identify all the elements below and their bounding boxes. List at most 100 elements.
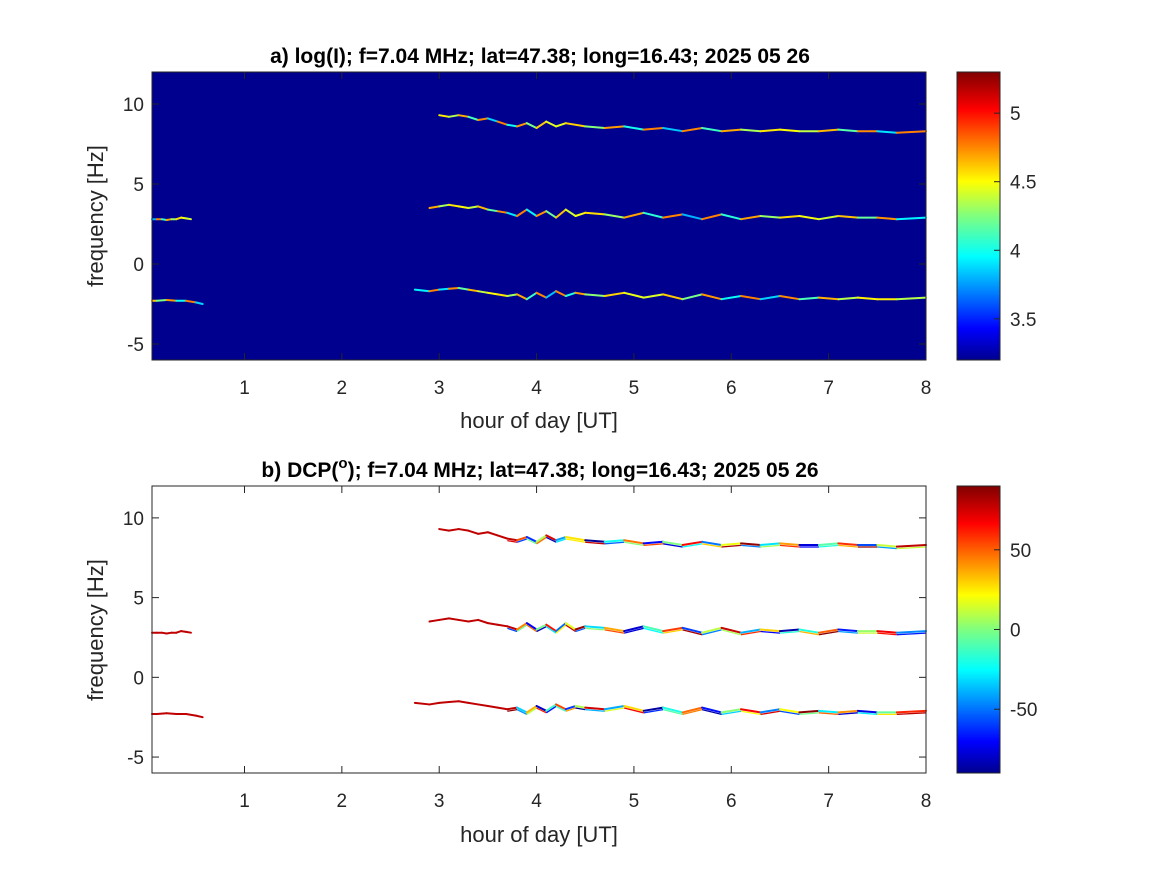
trace-segment bbox=[817, 628, 840, 634]
trace-segment bbox=[545, 120, 558, 128]
trace-segment bbox=[778, 542, 801, 546]
trace-segment bbox=[584, 539, 606, 543]
trace-segment bbox=[155, 299, 168, 302]
trace-segment-alt bbox=[838, 712, 858, 716]
trace-segment-alt bbox=[857, 712, 878, 716]
trace-segment bbox=[798, 709, 820, 714]
trace-segment bbox=[837, 296, 859, 301]
trace-segment bbox=[662, 213, 684, 219]
trace-segment-alt bbox=[701, 543, 722, 548]
trace-segment-alt bbox=[721, 544, 742, 548]
trace-segment bbox=[837, 709, 859, 714]
trace-segment-alt bbox=[624, 627, 644, 634]
panel-a-y-ticks: -5 0 5 10 bbox=[123, 95, 926, 356]
trace-segment bbox=[467, 618, 480, 623]
trace-segment bbox=[467, 529, 480, 535]
trace-segment bbox=[623, 705, 645, 712]
trace-segment-alt bbox=[555, 705, 567, 712]
trace-segment-alt bbox=[565, 624, 576, 633]
trace-segment bbox=[438, 528, 450, 532]
trace-segment bbox=[516, 622, 528, 631]
trace-segment-alt bbox=[545, 705, 557, 714]
trace-segment bbox=[525, 208, 538, 217]
trace-segment bbox=[477, 205, 489, 211]
panel-a-y-axis-label: frequency [Hz] bbox=[83, 145, 108, 287]
trace-segment bbox=[759, 542, 781, 546]
trace-segment bbox=[895, 296, 927, 301]
trace-segment-alt bbox=[526, 624, 537, 633]
trace-segment-alt bbox=[721, 710, 742, 716]
trace-segment bbox=[486, 705, 499, 709]
trace-segment bbox=[740, 708, 762, 714]
trace-segment bbox=[895, 130, 927, 134]
trace-segment bbox=[535, 623, 548, 631]
trace-segment bbox=[535, 705, 548, 712]
trace-segment bbox=[642, 293, 665, 299]
colorbar-tick-label: -50 bbox=[1010, 700, 1037, 721]
trace-segment-alt bbox=[643, 543, 664, 547]
trace-segment bbox=[662, 127, 684, 133]
trace-segment bbox=[817, 296, 840, 301]
trace-segment bbox=[681, 293, 704, 301]
trace-segment bbox=[564, 622, 577, 631]
trace-segment-alt bbox=[516, 709, 528, 715]
trace-segment bbox=[740, 128, 762, 133]
trace-segment-alt bbox=[896, 546, 927, 550]
trace-segment bbox=[545, 290, 558, 299]
trace-segment bbox=[642, 625, 665, 633]
trace-segment-alt bbox=[740, 544, 761, 548]
trace-segment bbox=[447, 617, 460, 621]
x-tick-label: 4 bbox=[531, 378, 542, 399]
trace-segment bbox=[642, 127, 665, 131]
trace-segment bbox=[564, 208, 577, 217]
x-tick-label: 1 bbox=[239, 791, 250, 812]
trace-segment bbox=[457, 700, 470, 704]
panel-b-title-superscript: o bbox=[338, 455, 347, 472]
trace-segment bbox=[817, 215, 840, 221]
trace-segment-alt bbox=[799, 630, 820, 636]
trace-segment bbox=[740, 628, 762, 634]
x-tick-label: 8 bbox=[921, 791, 932, 812]
colorbar-tick-label: 3.5 bbox=[1010, 310, 1036, 331]
trace-segment bbox=[438, 287, 450, 291]
panel-a-x-axis-label: hour of day [UT] bbox=[460, 408, 618, 433]
trace-segment bbox=[555, 290, 567, 297]
trace-segment-alt bbox=[662, 708, 683, 716]
trace-segment bbox=[496, 706, 509, 711]
trace-segment bbox=[428, 701, 441, 706]
trace-segment bbox=[486, 117, 499, 123]
trace-segment bbox=[895, 216, 927, 221]
trace-segment bbox=[720, 213, 743, 221]
trace-segment-alt bbox=[536, 536, 547, 545]
trace-segment bbox=[759, 628, 781, 633]
trace-segment bbox=[584, 293, 606, 297]
trace-segment bbox=[486, 291, 499, 296]
trace-segment-alt bbox=[526, 707, 537, 715]
trace-segment bbox=[701, 540, 723, 546]
trace-segment bbox=[185, 217, 192, 221]
trace-segment-alt bbox=[526, 538, 537, 545]
trace-segment-alt bbox=[760, 630, 781, 634]
trace-segment bbox=[194, 301, 204, 305]
trace-segment bbox=[516, 208, 528, 217]
trace-segment bbox=[574, 291, 587, 296]
panel-a-axes-box bbox=[151, 71, 927, 361]
trace-segment bbox=[759, 708, 781, 714]
x-tick-label: 8 bbox=[921, 378, 932, 399]
trace-segment bbox=[895, 543, 927, 548]
trace-segment-alt bbox=[565, 538, 586, 543]
trace-segment bbox=[876, 216, 898, 221]
trace-segment bbox=[555, 622, 567, 633]
trace-segment bbox=[837, 628, 859, 633]
trace-segment bbox=[817, 709, 840, 714]
y-tick-label: 0 bbox=[133, 255, 144, 276]
trace-segment bbox=[535, 534, 548, 543]
panel-b-title-prefix: b) DCP( bbox=[261, 459, 338, 482]
trace-segment bbox=[438, 701, 450, 704]
x-tick-label: 6 bbox=[726, 791, 737, 812]
trace-segment bbox=[516, 122, 528, 128]
y-tick-label: 10 bbox=[123, 95, 144, 116]
panel-a-colorbar bbox=[956, 71, 1001, 361]
trace-segment bbox=[895, 630, 927, 634]
trace-segment bbox=[525, 622, 538, 631]
